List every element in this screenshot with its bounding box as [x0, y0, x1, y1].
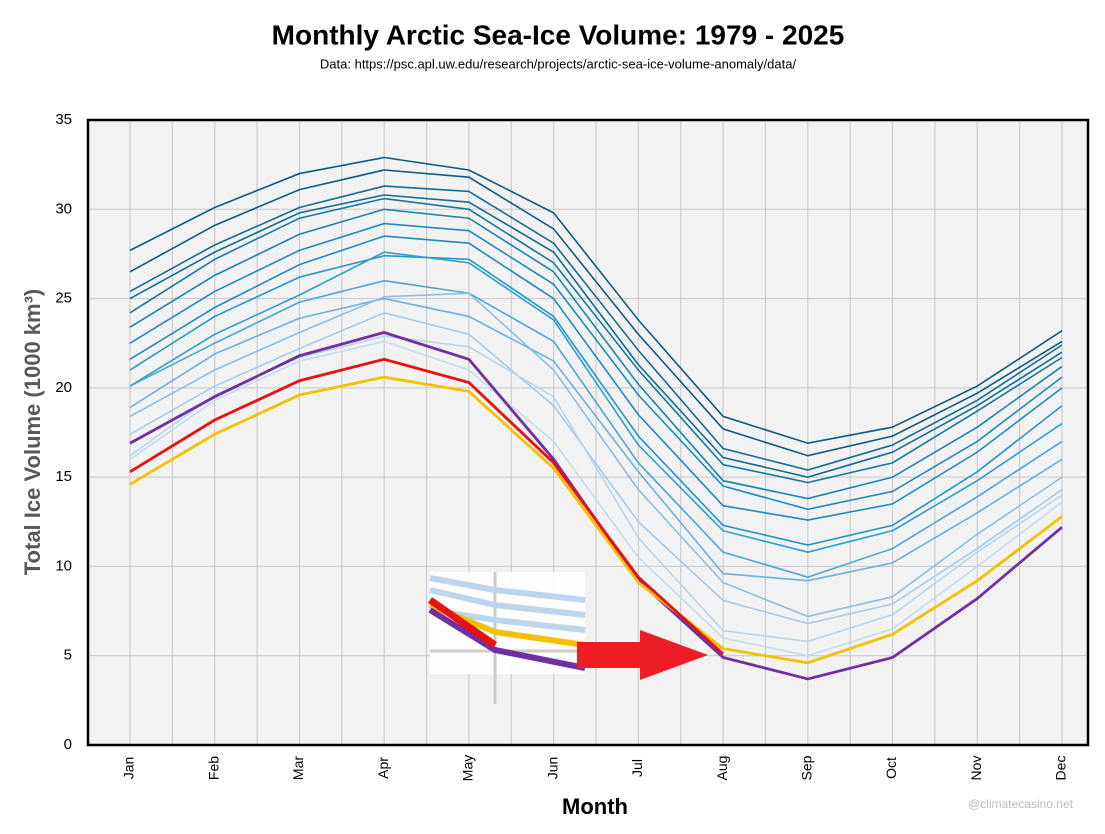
x-tick-label: Nov [968, 756, 984, 781]
series-line [129, 208, 1063, 500]
series-line [129, 156, 1063, 445]
watermark: @climatecasino.net [968, 797, 1074, 811]
x-tick-label: Jul [629, 759, 645, 777]
x-tick-label: Sep [799, 755, 815, 780]
y-tick-label: 10 [55, 557, 72, 574]
series-line [129, 185, 1063, 471]
y-axis-label: Total Ice Volume (1000 km³) [20, 289, 45, 576]
y-tick-label: 15 [55, 468, 72, 485]
series-line [129, 312, 1063, 625]
series-line [129, 235, 1063, 521]
x-axis-label: Month [562, 794, 628, 819]
x-tick-label: Mar [290, 756, 306, 780]
series-line [129, 222, 1063, 511]
series-line [129, 292, 1063, 618]
x-tick-label: Oct [883, 757, 899, 779]
lines [129, 156, 1063, 681]
x-tick-label: May [460, 755, 476, 781]
series-line [129, 357, 725, 655]
series-line [129, 340, 1063, 657]
x-tick-label: Feb [205, 756, 221, 780]
y-tick-label: 35 [55, 111, 72, 128]
y-tick-label: 5 [64, 647, 72, 664]
arrow [577, 630, 708, 680]
series-line [129, 194, 1063, 478]
plot-area [88, 120, 1088, 745]
chart-subtitle: Data: https://psc.apl.uw.edu/research/pr… [320, 56, 797, 71]
plot-frame [86, 118, 1090, 747]
y-tick-label: 30 [55, 200, 72, 217]
series-line [129, 169, 1063, 457]
series-line [129, 375, 1063, 665]
y-tick-label: 0 [64, 736, 72, 753]
series-line [129, 254, 1063, 546]
x-tick-label: Jun [544, 757, 560, 780]
y-tick-label: 25 [55, 290, 72, 307]
inset-line [428, 607, 586, 671]
x-tick-label: Dec [1053, 756, 1069, 781]
inset-line [428, 597, 497, 648]
x-tick-label: Jan [121, 757, 137, 780]
zoom-inset [428, 572, 586, 704]
series-line [129, 251, 1063, 553]
x-tick-label: Aug [714, 756, 730, 781]
y-tick-label: 20 [55, 379, 72, 396]
series-line [129, 297, 1063, 582]
chart-title: Monthly Arctic Sea-Ice Volume: 1979 - 20… [272, 19, 845, 50]
series-line [129, 197, 1063, 484]
series-line [129, 279, 1063, 578]
x-tick-label: Apr [375, 757, 391, 779]
